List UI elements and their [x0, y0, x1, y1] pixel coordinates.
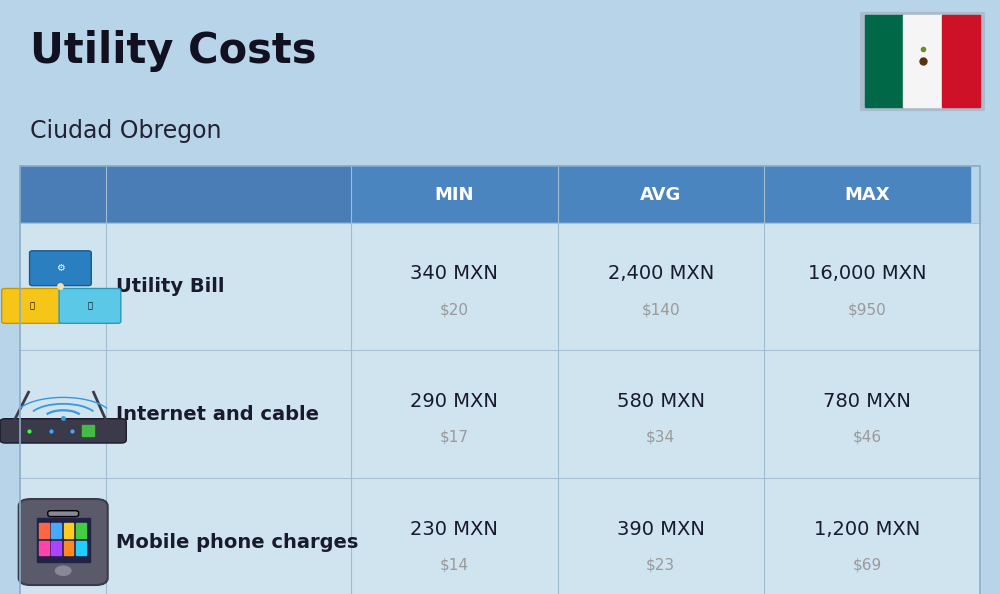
Bar [903, 15, 942, 107]
Bar [64, 523, 73, 538]
Text: 290 MXN: 290 MXN [410, 392, 498, 411]
Text: 230 MXN: 230 MXN [410, 520, 498, 539]
Text: 340 MXN: 340 MXN [410, 264, 498, 283]
FancyBboxPatch shape [2, 289, 63, 323]
Text: MIN: MIN [435, 185, 474, 204]
Text: $34: $34 [646, 430, 675, 445]
Text: $950: $950 [848, 302, 887, 317]
Text: Utility Costs: Utility Costs [30, 30, 316, 72]
Text: 16,000 MXN: 16,000 MXN [808, 264, 926, 283]
Bar [37, 517, 90, 562]
Bar [76, 523, 86, 538]
Bar [64, 541, 73, 555]
FancyBboxPatch shape [19, 499, 108, 585]
Bar [51, 541, 61, 555]
Bar [20, 223, 980, 350]
Text: $23: $23 [646, 558, 675, 573]
Bar [39, 523, 49, 538]
Bar [51, 523, 61, 538]
Text: MAX: MAX [844, 185, 890, 204]
Bar [20, 166, 351, 223]
Text: $20: $20 [440, 302, 469, 317]
Text: 390 MXN: 390 MXN [617, 520, 705, 539]
Text: $46: $46 [853, 430, 882, 445]
Text: $69: $69 [853, 558, 882, 573]
FancyBboxPatch shape [0, 419, 126, 443]
Bar [20, 166, 980, 594]
Text: Ciudad Obregon: Ciudad Obregon [30, 119, 222, 143]
Text: AVG: AVG [640, 185, 681, 204]
Bar [942, 15, 980, 107]
Text: 💧: 💧 [87, 301, 92, 311]
Text: 🔌: 🔌 [30, 301, 35, 311]
Bar [20, 350, 980, 478]
Text: $140: $140 [641, 302, 680, 317]
Bar [351, 166, 970, 223]
Text: $17: $17 [440, 430, 469, 445]
FancyBboxPatch shape [30, 251, 91, 286]
Bar [20, 478, 980, 594]
Bar [82, 425, 94, 437]
Text: Utility Bill: Utility Bill [116, 277, 225, 296]
Text: Internet and cable: Internet and cable [116, 405, 319, 424]
FancyBboxPatch shape [59, 289, 121, 323]
Text: $14: $14 [440, 558, 469, 573]
Text: Mobile phone charges: Mobile phone charges [116, 533, 359, 551]
FancyBboxPatch shape [48, 511, 79, 517]
Text: 1,200 MXN: 1,200 MXN [814, 520, 920, 539]
Text: 580 MXN: 580 MXN [617, 392, 705, 411]
Bar [76, 541, 86, 555]
Bar [39, 541, 49, 555]
Text: 780 MXN: 780 MXN [823, 392, 911, 411]
FancyBboxPatch shape [860, 12, 985, 111]
Bar [865, 15, 903, 107]
Text: 2,400 MXN: 2,400 MXN [608, 264, 714, 283]
Circle shape [55, 566, 71, 576]
Text: ⚙: ⚙ [56, 263, 65, 273]
